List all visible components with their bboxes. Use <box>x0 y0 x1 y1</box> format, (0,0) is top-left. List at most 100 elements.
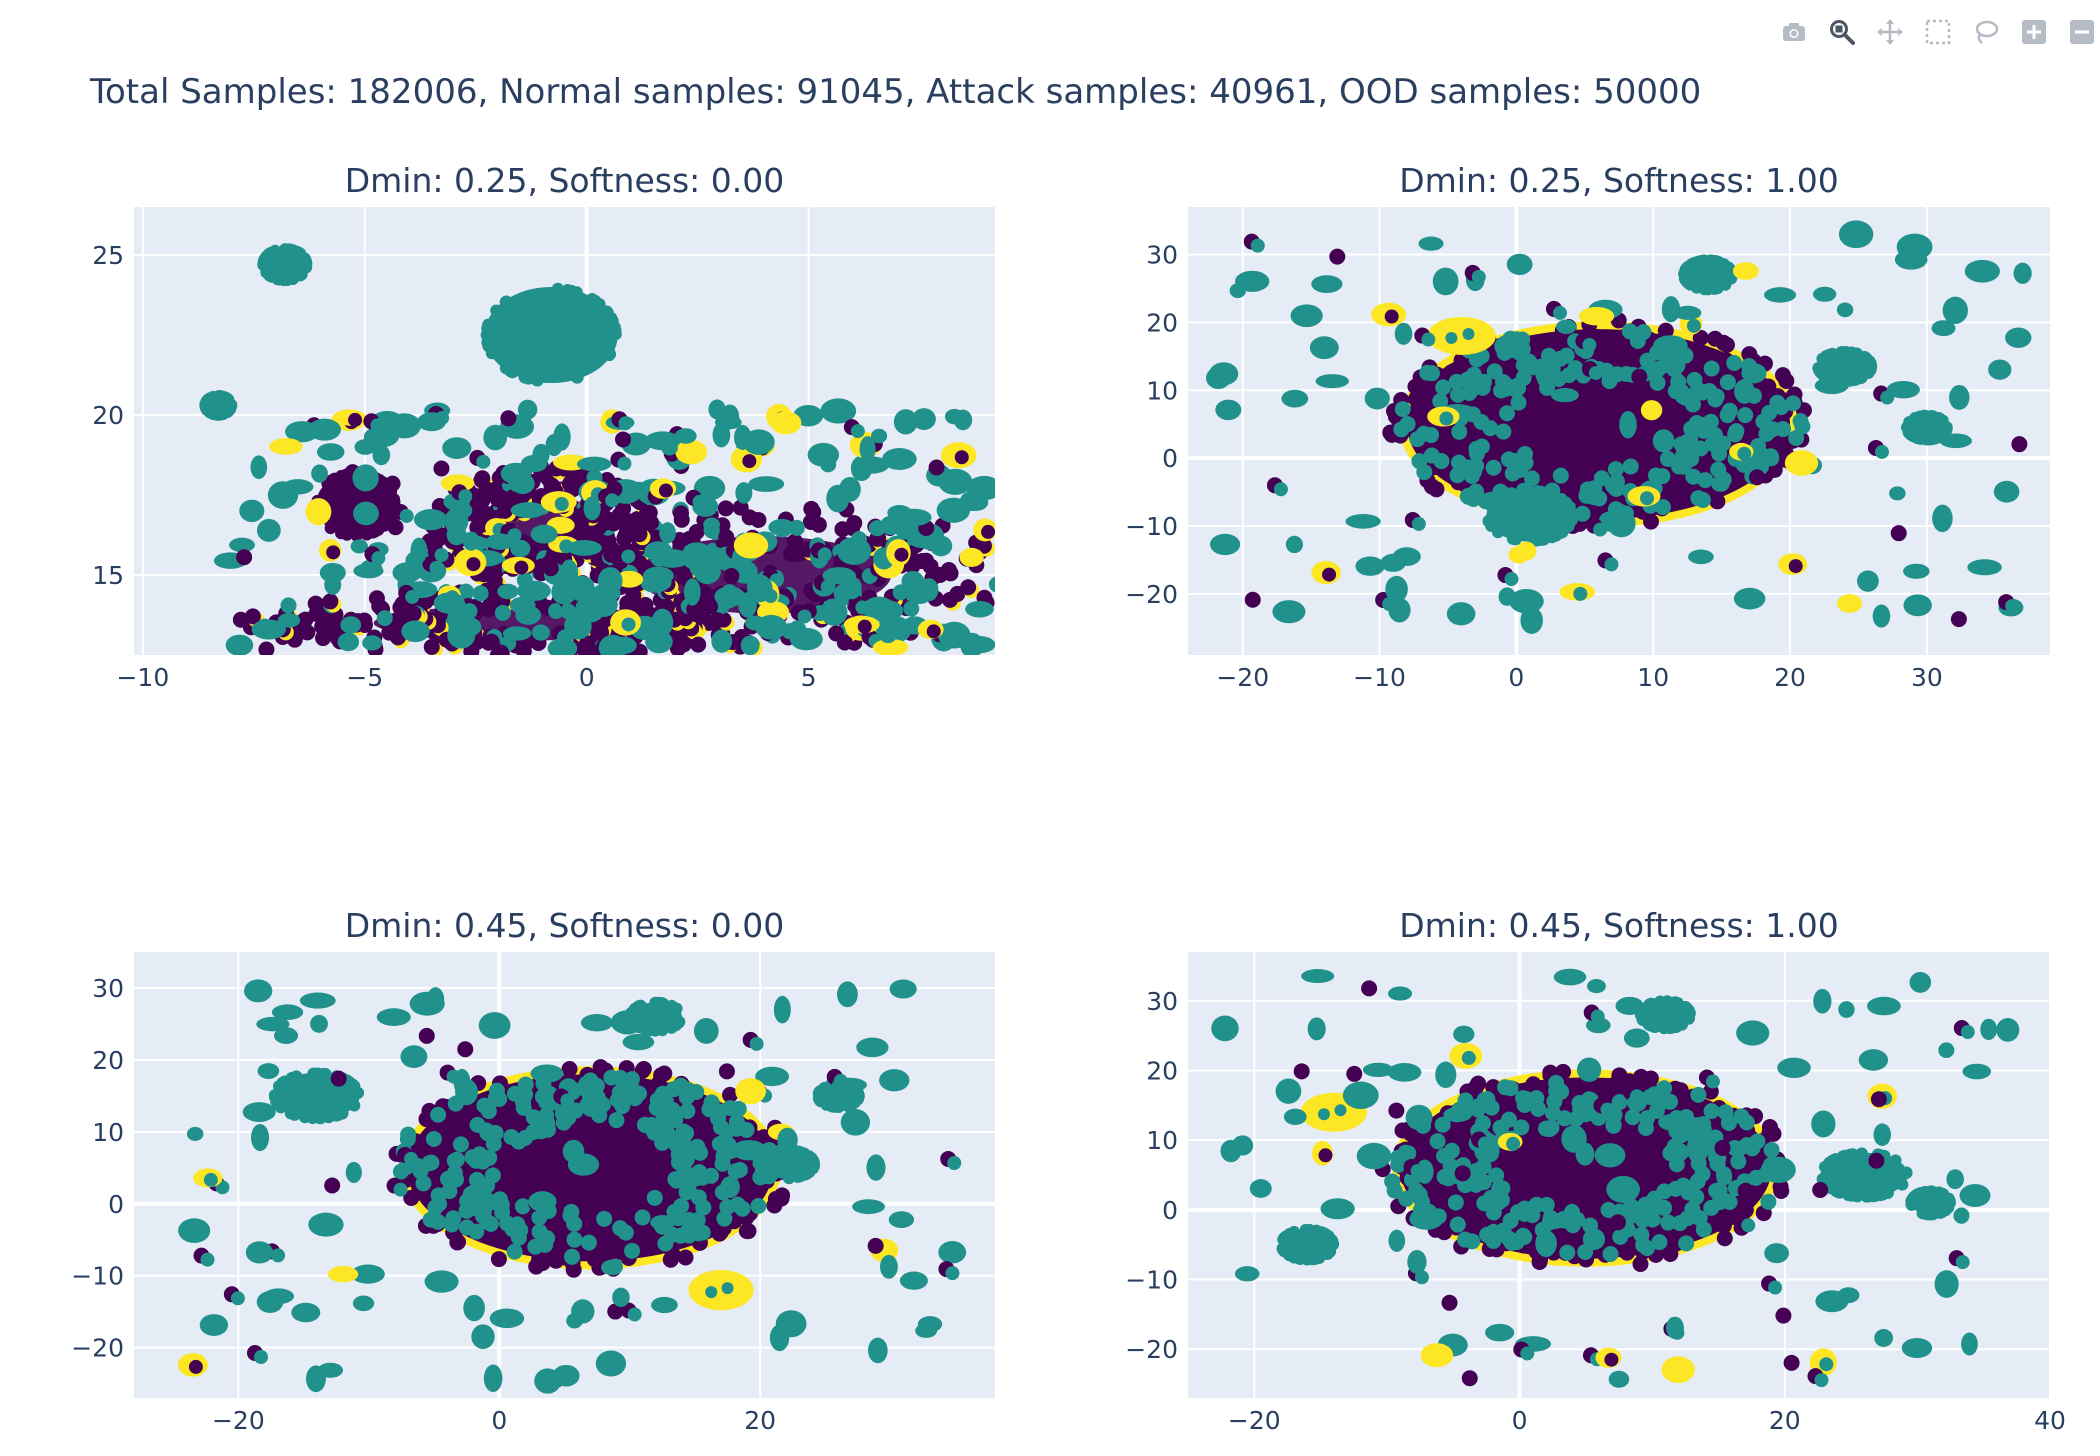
ood-blob <box>372 445 391 466</box>
subplot-4[interactable]: −20 0 20 40 −20 −10 0 10 20 30 Dmin: 0.45, Softnes… <box>1125 906 2066 1435</box>
zoom-out-button[interactable] <box>2064 14 2100 50</box>
lasso-select-button[interactable] <box>1968 14 2004 50</box>
ood-blob <box>1623 1028 1650 1048</box>
ood-blob <box>1967 559 2002 576</box>
ood-blob <box>256 518 281 542</box>
ood-point <box>563 1203 580 1220</box>
normal-point <box>774 1187 791 1204</box>
ood-blob <box>1211 1015 1239 1042</box>
ood-blob <box>1485 1323 1515 1342</box>
ood-point <box>570 286 583 299</box>
ood-blob <box>308 1212 344 1237</box>
y-tick-label: 10 <box>92 1118 124 1147</box>
ood-point <box>1457 1092 1474 1109</box>
normal-point <box>387 519 404 536</box>
ood-point <box>1671 1215 1688 1232</box>
box-select-button[interactable] <box>1920 14 1956 50</box>
ood-blob <box>1556 319 1577 335</box>
normal-point <box>1788 559 1803 574</box>
ood-point <box>1862 1190 1875 1203</box>
normal-point <box>1632 1255 1649 1272</box>
ood-blob <box>1959 1183 1991 1207</box>
subplot-1[interactable]: −10 −5 0 5 15 20 25 Dmin: 0.25, Softness: 0.00 <box>92 161 1005 692</box>
subplot-3[interactable]: −20 0 20 −20 −10 0 10 20 30 Dmin: 0.45, Softness:… <box>71 906 995 1435</box>
ood-point <box>1639 1240 1656 1257</box>
ood-blob <box>839 476 861 502</box>
ood-blob <box>510 539 531 558</box>
attack-blob <box>1516 541 1537 561</box>
attack-blob <box>440 474 475 493</box>
ood-point <box>446 1152 463 1169</box>
ood-blob <box>354 439 376 455</box>
ood-point <box>280 597 297 614</box>
ood-point <box>269 244 282 257</box>
ood-point <box>1874 1189 1887 1202</box>
ood-blob <box>1688 549 1714 565</box>
ood-blob <box>649 545 669 567</box>
normal-point <box>1583 1079 1600 1096</box>
attack-blob <box>770 411 802 435</box>
zoom-button[interactable] <box>1824 14 1860 50</box>
x-tick-label: 20 <box>1769 1406 1801 1435</box>
ood-point <box>1672 1143 1689 1160</box>
ood-point <box>515 1099 532 1116</box>
ood-point <box>1634 1212 1651 1229</box>
ood-point <box>1622 458 1639 475</box>
ood-point <box>271 1248 286 1263</box>
y-tick-label: −10 <box>71 1262 124 1291</box>
ood-point <box>314 1112 327 1125</box>
ood-blob <box>1585 1017 1611 1034</box>
ood-point <box>1635 324 1652 341</box>
normal-point <box>1467 1079 1484 1096</box>
figure-suptitle: Total Samples: 182006, Normal samples: 9… <box>90 72 1702 112</box>
ood-point <box>1517 454 1534 471</box>
ood-point <box>1647 467 1664 484</box>
ood-blob <box>742 429 775 455</box>
ood-point <box>1651 1086 1668 1103</box>
ood-point <box>1566 511 1579 524</box>
plotly-modebar <box>1776 12 2100 52</box>
normal-point <box>457 1041 474 1058</box>
subplot-2[interactable]: −20 −10 0 10 20 30 −20 −10 0 10 20 30 Dmin: 0.25, So… <box>1125 161 2050 692</box>
normal-point <box>372 523 385 536</box>
ood-point <box>1502 1080 1519 1097</box>
ood-point <box>376 610 393 627</box>
ood-point <box>494 604 511 621</box>
ood-point <box>657 1131 674 1148</box>
ood-point <box>514 1198 531 1215</box>
ood-blob <box>1836 302 1854 318</box>
ood-point <box>593 298 606 311</box>
ood-blob <box>683 578 701 606</box>
ood-point <box>1513 1119 1530 1136</box>
camera-button[interactable] <box>1776 14 1812 50</box>
normal-point <box>297 611 314 628</box>
normal-point <box>1346 1065 1363 1082</box>
ood-point <box>531 374 544 387</box>
normal-point <box>1761 1124 1778 1141</box>
pan-button[interactable] <box>1872 14 1908 50</box>
ood-blob <box>714 415 742 430</box>
ood-point <box>1552 305 1567 320</box>
ood-point <box>258 253 271 266</box>
y-tick-label: −20 <box>1125 1335 1178 1364</box>
attack-blob <box>1640 400 1663 421</box>
ood-point <box>1660 1214 1677 1231</box>
ood-blob <box>740 635 760 655</box>
normal-point <box>232 611 249 628</box>
ood-point <box>370 418 385 433</box>
ood-blob <box>1993 480 2020 503</box>
normal-point <box>1384 309 1399 324</box>
ood-point <box>551 282 564 295</box>
normal-point <box>340 528 353 541</box>
x-tick-label: 40 <box>2034 1406 2066 1435</box>
ood-point <box>566 1215 583 1232</box>
ood-point <box>1671 997 1684 1010</box>
ood-blob <box>1290 304 1323 328</box>
zoom-in-button[interactable] <box>2016 14 2052 50</box>
attack-blob <box>269 438 303 455</box>
normal-point <box>548 1252 565 1269</box>
ood-point <box>1900 1166 1913 1179</box>
ood-point <box>1733 1108 1750 1125</box>
ood-point <box>307 1067 320 1080</box>
